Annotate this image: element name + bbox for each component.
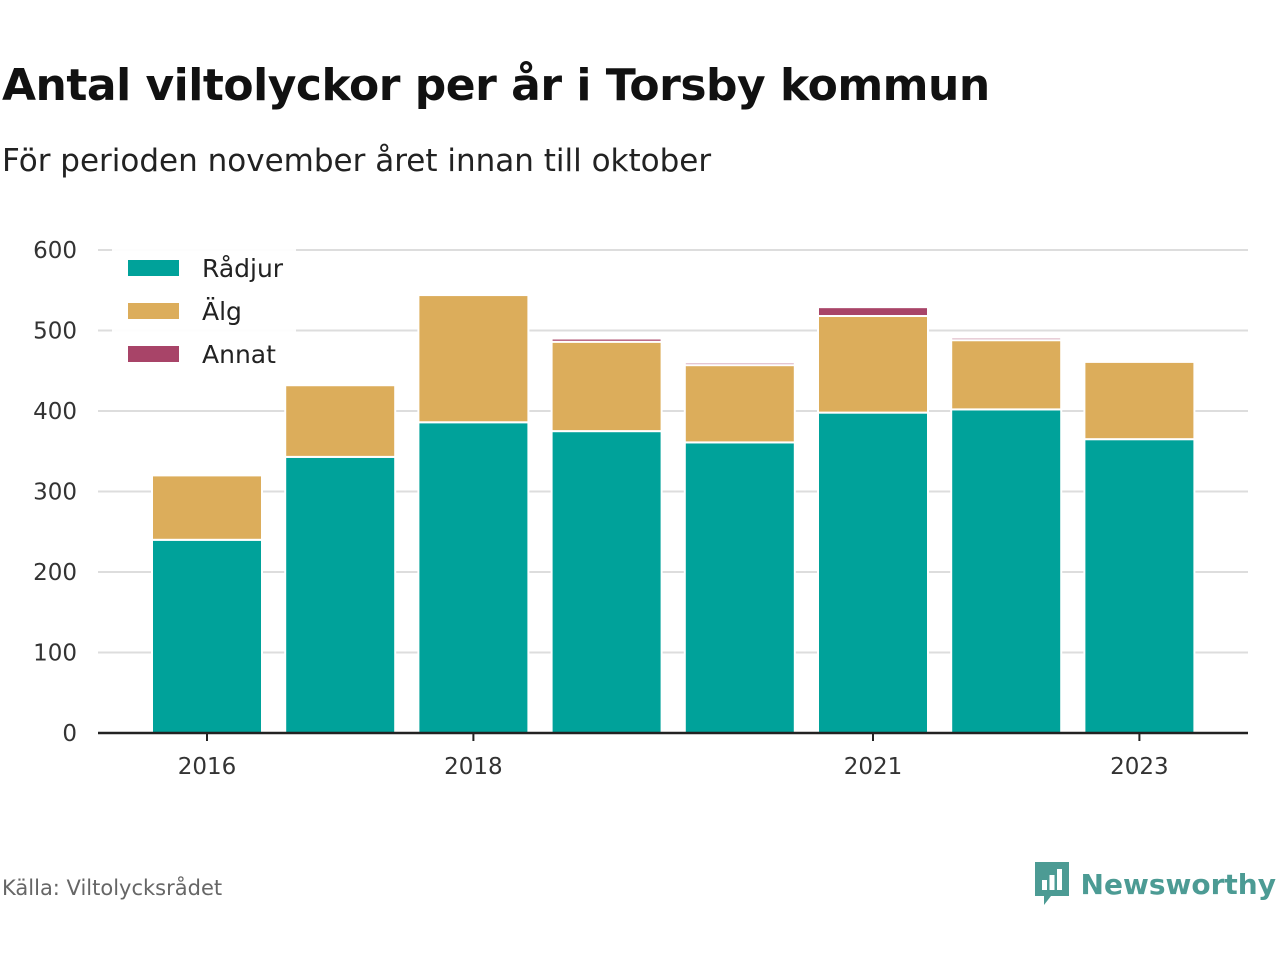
- legend-swatch: [128, 303, 179, 319]
- bar-segment: [950, 408, 1063, 734]
- bar-segment: [683, 364, 796, 444]
- bar-segment: [550, 337, 663, 343]
- bar-stack: [950, 336, 1063, 734]
- bar-segment: [151, 474, 263, 541]
- legend-label: Älg: [202, 297, 242, 326]
- bar-segment: [1083, 360, 1196, 441]
- brand-name: Newsworthy: [1080, 867, 1276, 901]
- axes: 0 100 200 300 400 500 600 2016 2018 2021 2023: [33, 238, 1248, 780]
- chart-subtitle: För perioden november året innan till ok…: [2, 143, 712, 179]
- bar-segment: [817, 306, 929, 318]
- bar-stack: [151, 474, 263, 734]
- y-tick-label: 400: [33, 399, 77, 425]
- bar-stack: [1083, 360, 1196, 734]
- bar-segment: [950, 336, 1063, 342]
- legend-label: Rådjur: [202, 254, 284, 283]
- bar-segment: [683, 361, 796, 367]
- bar-stacks: [151, 294, 1196, 734]
- bar-segment: [817, 411, 929, 734]
- y-tick-label: 200: [33, 560, 77, 586]
- legend-swatch: [128, 260, 179, 276]
- y-tick-label: 100: [33, 641, 77, 667]
- x-tick-label: 2021: [844, 754, 903, 780]
- bar-segment: [950, 339, 1063, 411]
- bar-stack: [550, 337, 663, 734]
- x-tick-label: 2023: [1110, 754, 1169, 780]
- y-tick-label: 0: [62, 721, 77, 747]
- bar-segment: [683, 441, 796, 734]
- bar-segment: [417, 421, 530, 734]
- bar-segment: [151, 538, 263, 734]
- chart-title: Antal viltolyckor per år i Torsby kommun: [2, 60, 990, 111]
- bar-stack: [417, 294, 530, 734]
- legend-label: Annat: [202, 340, 276, 369]
- bar-stack: [817, 306, 929, 734]
- bar-segment: [284, 455, 397, 734]
- y-tick-label: 600: [33, 238, 77, 264]
- bar-stack: [683, 361, 796, 734]
- bar-segment: [817, 315, 929, 414]
- newsworthy-logo: Newsworthy: [1034, 862, 1276, 906]
- legend-swatch: [128, 346, 179, 362]
- bar-segment: [284, 384, 397, 458]
- y-tick-label: 500: [33, 319, 77, 345]
- x-tick-label: 2016: [178, 754, 237, 780]
- source-note: Källa: Viltolycksrådet: [2, 876, 223, 900]
- y-tick-label: 300: [33, 480, 77, 506]
- bar-segment: [1083, 438, 1196, 734]
- bar-chart-speech-bubble-icon: [1034, 862, 1069, 905]
- bar-segment: [550, 430, 663, 734]
- bar-segment: [417, 294, 530, 424]
- bar-stack: [284, 384, 397, 734]
- chart-legend: Rådjur Älg Annat: [112, 246, 296, 380]
- x-tick-label: 2018: [444, 754, 503, 780]
- bar-segment: [550, 340, 663, 433]
